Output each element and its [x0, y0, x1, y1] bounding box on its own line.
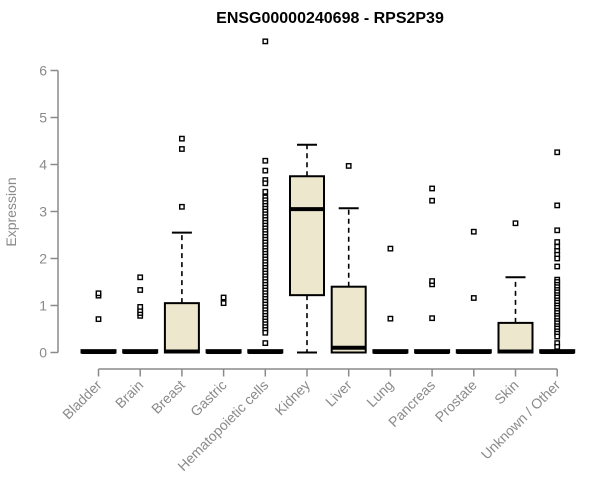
outlier-lung: [387, 315, 394, 322]
outlier-hematopoietic-cells: [262, 38, 269, 45]
outlier-pancreas: [429, 278, 435, 284]
y-axis-label: Expression: [3, 177, 19, 246]
x-tick-label-bladder: Bladder: [59, 377, 105, 423]
outlier-unknown-other: [554, 239, 561, 245]
outlier-pancreas: [429, 185, 435, 192]
x-tick-label-breast: Breast: [148, 377, 188, 417]
outlier-breast: [178, 203, 185, 210]
outlier-unknown-other: [554, 149, 561, 156]
outlier-unknown-other: [554, 333, 561, 340]
x-tick-label-liver: Liver: [322, 377, 355, 410]
y-tick-label: 4: [39, 157, 47, 173]
x-tick-label-prostate: Prostate: [432, 377, 480, 425]
outlier-hematopoietic-cells: [262, 188, 269, 195]
outlier-gastric: [220, 300, 227, 307]
y-tick-label: 1: [39, 298, 47, 314]
chart-title: ENSG00000240698 - RPS2P39: [216, 10, 444, 27]
outlier-hematopoietic-cells: [262, 340, 269, 346]
box-skin: [497, 321, 534, 354]
outlier-gastric: [220, 294, 227, 301]
outlier-prostate: [470, 228, 477, 235]
outlier-hematopoietic-cells: [262, 157, 269, 164]
x-tick-label-unknown-other: Unknown / Other: [478, 377, 564, 463]
y-tick-label: 5: [39, 110, 47, 126]
outlier-lung: [387, 245, 394, 252]
outlier-hematopoietic-cells: [262, 180, 269, 187]
box-kidney: [289, 175, 325, 297]
x-tick-label-skin: Skin: [491, 377, 522, 408]
outlier-bladder: [95, 290, 102, 297]
outlier-prostate: [470, 295, 477, 301]
box-liver: [330, 285, 367, 354]
outlier-hematopoietic-cells: [262, 167, 269, 174]
outlier-bladder: [95, 316, 102, 323]
outlier-skin: [512, 220, 519, 227]
outlier-brain: [137, 274, 144, 281]
outlier-hematopoietic-cells: [262, 329, 269, 336]
outlier-breast: [178, 135, 185, 142]
outlier-unknown-other: [554, 343, 561, 350]
outlier-unknown-other: [554, 263, 561, 270]
x-tick-label-kidney: Kidney: [272, 377, 314, 419]
y-tick-label: 2: [39, 251, 47, 267]
y-tick-label: 0: [39, 345, 47, 361]
y-tick-label: 6: [39, 63, 47, 79]
outlier-pancreas: [429, 197, 435, 204]
outlier-breast: [178, 146, 185, 152]
outlier-unknown-other: [554, 227, 561, 234]
outlier-liver: [345, 163, 352, 169]
x-tick-label-lung: Lung: [363, 377, 396, 410]
outlier-pancreas: [429, 315, 435, 322]
outlier-unknown-other: [554, 255, 561, 262]
outlier-brain: [137, 304, 144, 310]
y-tick-label: 3: [39, 204, 47, 220]
outlier-unknown-other: [554, 202, 561, 209]
x-tick-label-brain: Brain: [112, 377, 146, 411]
box-breast: [163, 302, 200, 354]
outlier-brain: [137, 287, 144, 293]
